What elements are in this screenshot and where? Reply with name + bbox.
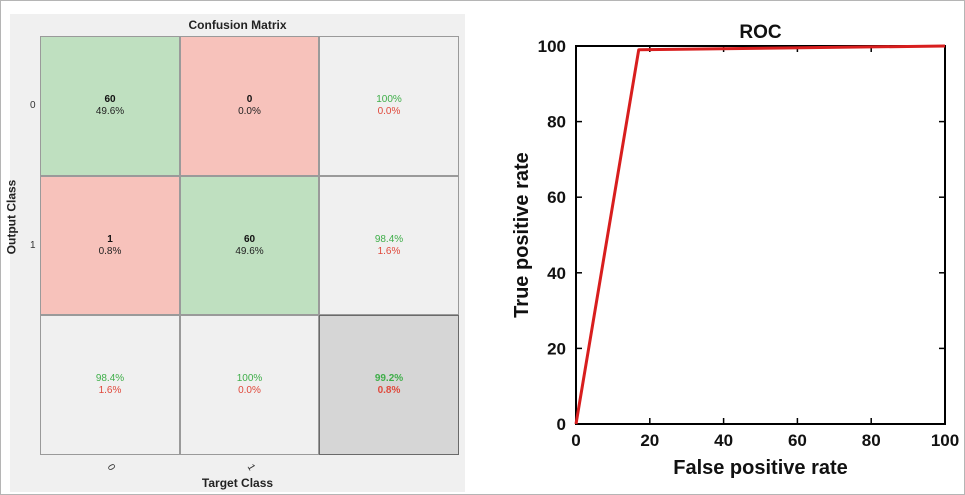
x-tick-label-1: 20 (640, 431, 659, 450)
y-tick-label-0: 0 (557, 415, 566, 434)
cm-cell-r2-c0-summary: 98.4% 1.6% (40, 315, 180, 455)
confusion-matrix-ylabel: Output Class (4, 179, 19, 255)
x-tick-label-2: 40 (714, 431, 733, 450)
cell-percent-correct: 99.2% (374, 373, 404, 384)
roc-plot-area (575, 45, 946, 425)
y-tick-label-5: 100 (538, 37, 566, 56)
cell-percent-wrong: 0.0% (238, 385, 261, 396)
roc-series-line-0 (574, 44, 946, 425)
confusion-matrix-title: Confusion Matrix (188, 18, 287, 32)
cell-percent: 0.0% (238, 106, 261, 117)
cell-count: 60 (104, 94, 116, 105)
roc-chart: 0 20 40 60 80 100 0 20 40 60 80 100 ROC False positiv… (511, 22, 959, 479)
cm-cell-r1-c1: 60 49.6% (180, 176, 319, 315)
cell-percent-correct: 98.4% (95, 373, 125, 384)
row-tick-1: 1 (30, 240, 36, 251)
roc-title: ROC (739, 22, 782, 43)
cell-percent-correct: 100% (376, 94, 402, 105)
roc-xlabel: False positive rate (673, 457, 848, 479)
confusion-matrix-panel: Confusion Matrix 60 49.6% 0 0.0% 100% 0.… (4, 14, 465, 492)
x-tick-label-3: 60 (788, 431, 807, 450)
y-tick-label-1: 20 (547, 339, 566, 358)
y-tick-label-2: 40 (547, 264, 566, 283)
cell-count: 60 (243, 233, 256, 245)
cm-cell-r2-c1-summary: 100% 0.0% (180, 315, 319, 455)
cell-percent-wrong: 1.6% (98, 385, 122, 396)
cell-percent: 49.6% (95, 106, 125, 117)
x-tick-label-0: 0 (571, 431, 580, 450)
x-tick-label-4: 80 (862, 431, 881, 450)
cell-percent: 0.8% (98, 245, 122, 257)
cm-cell-r1-c0: 1 0.8% (40, 176, 180, 315)
roc-ylabel: True positive rate (511, 152, 533, 318)
cell-percent-wrong: 1.6% (377, 245, 401, 257)
cell-count: 1 (107, 233, 113, 245)
cm-cell-r0-c0: 60 49.6% (40, 36, 180, 176)
x-tick-label-5: 100 (931, 431, 959, 450)
row-tick-0: 0 (30, 100, 36, 111)
cell-count: 0 (246, 94, 253, 105)
cell-percent-wrong: 0.8% (377, 385, 401, 396)
cm-cell-r1-summary: 98.4% 1.6% (319, 176, 459, 315)
cell-percent-correct: 98.4% (374, 233, 404, 245)
cell-percent: 49.6% (235, 245, 264, 257)
col-tick-1: 1 (244, 462, 257, 473)
cm-cell-r0-summary: 100% 0.0% (319, 36, 459, 176)
col-tick-0: 0 (104, 462, 117, 473)
confusion-matrix-xlabel: Target Class (201, 476, 274, 490)
cm-cell-r0-c1: 0 0.0% (180, 36, 319, 176)
y-tick-label-3: 60 (547, 188, 566, 207)
cm-cell-overall: 99.2% 0.8% (319, 315, 459, 455)
cell-percent-wrong: 0.0% (377, 106, 401, 117)
cell-percent-correct: 100% (236, 373, 263, 384)
y-tick-label-4: 80 (547, 113, 566, 132)
